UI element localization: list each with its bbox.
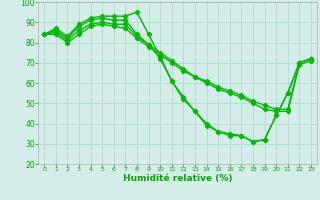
X-axis label: Humidité relative (%): Humidité relative (%) [123,174,232,183]
